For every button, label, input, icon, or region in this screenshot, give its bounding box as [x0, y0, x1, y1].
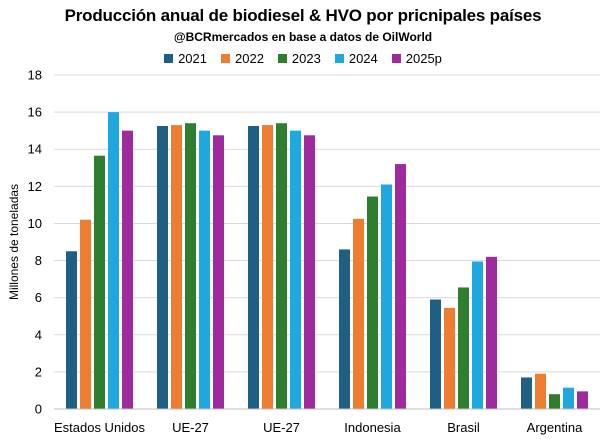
legend-swatch	[334, 54, 344, 63]
y-tick-label: 4	[35, 327, 42, 342]
y-tick-label: 14	[28, 142, 42, 157]
bar-2024-0	[108, 112, 119, 409]
y-tick-label: 2	[35, 364, 42, 379]
y-tick-label: 16	[28, 105, 42, 120]
bar-2021-2	[248, 126, 259, 410]
y-tick-label: 8	[35, 253, 42, 268]
legend-swatch	[391, 54, 401, 63]
bar-2022-5	[535, 373, 546, 409]
legend-label: 2024	[348, 51, 378, 66]
bar-2024-5	[563, 387, 574, 409]
bar-2022-2	[262, 125, 273, 409]
bar-2024-2	[290, 130, 301, 409]
x-tick-label: UE-27	[172, 420, 209, 435]
legend-item-2021: 2021	[164, 51, 207, 66]
x-tick-label: Indonesia	[344, 420, 401, 435]
x-tick-label: Argentina	[527, 420, 583, 435]
bar-2021-3	[339, 249, 350, 409]
y-axis-title: Millones de toneladas	[7, 184, 21, 300]
bar-2021-1	[157, 126, 168, 410]
bar-2025p-5	[577, 391, 588, 409]
bar-2023-1	[185, 123, 196, 409]
bar-2021-5	[521, 377, 532, 409]
legend-label: 2022	[235, 51, 264, 66]
x-tick-label: Estados Unidos	[54, 420, 146, 435]
chart-title: Producción anual de biodiesel & HVO por …	[64, 6, 542, 25]
bar-2024-1	[199, 130, 210, 409]
bar-2022-3	[353, 218, 364, 409]
chart-legend: 2021 2022 2023 2024 2025p	[0, 51, 606, 66]
y-tick-label: 10	[28, 216, 42, 231]
bar-2024-4	[472, 261, 483, 409]
legend-label: 2023	[291, 51, 321, 66]
bar-2022-1	[171, 125, 182, 409]
legend-item-2025p: 2025p	[391, 51, 442, 66]
bar-2022-4	[444, 307, 455, 409]
bar-2023-2	[276, 123, 287, 409]
bar-2025p-1	[213, 135, 224, 410]
bar-2023-0	[94, 155, 105, 409]
y-tick-label: 6	[35, 290, 42, 305]
legend-swatch	[221, 54, 230, 63]
bar-2025p-3	[395, 164, 406, 409]
bar-2025p-2	[304, 135, 315, 410]
legend-label: 2025p	[405, 51, 442, 66]
y-tick-label: 0	[35, 402, 42, 417]
x-tick-label: UE-27	[263, 420, 300, 435]
y-tick-label: 18	[28, 68, 42, 83]
x-tick-label: Brasil	[447, 420, 480, 435]
bar-2022-0	[80, 219, 91, 409]
legend-swatch	[277, 54, 287, 63]
chart-subtitle: @BCRmercados en base a datos de OilWorld	[173, 30, 433, 44]
legend-label: 2021	[178, 51, 207, 66]
bar-2023-5	[549, 394, 560, 409]
legend-item-2022: 2022	[221, 51, 264, 66]
bar-2021-4	[430, 299, 441, 409]
bar-2025p-0	[122, 130, 133, 409]
legend-item-2023: 2023	[277, 51, 321, 66]
bar-2025p-4	[486, 256, 497, 409]
legend-item-2024: 2024	[334, 51, 378, 66]
bar-2024-3	[381, 184, 392, 409]
bar-2023-3	[367, 196, 378, 409]
y-tick-label: 12	[28, 179, 42, 194]
bar-2023-4	[458, 287, 469, 409]
bar-2021-0	[66, 251, 77, 409]
legend-swatch	[164, 54, 174, 63]
